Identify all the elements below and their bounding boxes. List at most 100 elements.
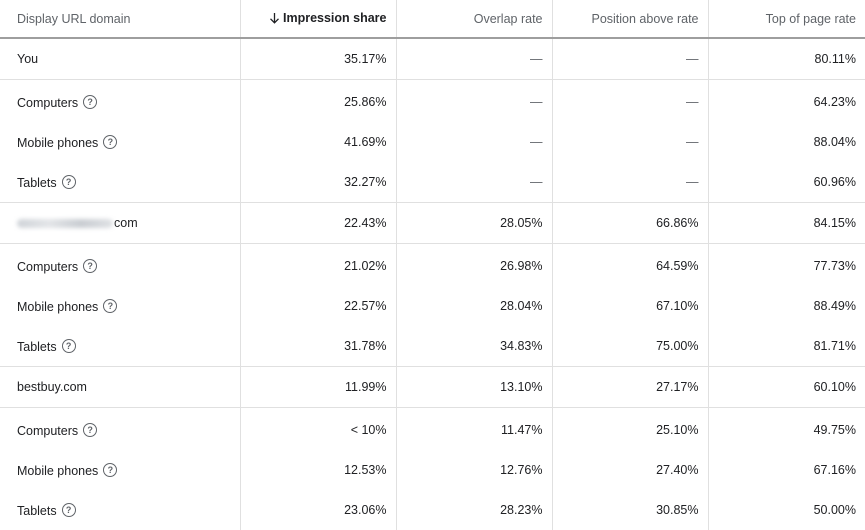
top-of-page-rate-cell: 88.04% <box>813 135 856 149</box>
redacted-domain-blur <box>17 219 113 229</box>
device-breakdown-row: Tablets? 32.27% — —60.96% <box>0 162 865 203</box>
overlap-rate-cell: — <box>396 122 553 162</box>
overlap-rate-cell: — <box>396 79 553 122</box>
overlap-rate-cell: 34.83% <box>396 326 553 367</box>
position-above-rate-cell: 75.00% <box>552 326 709 367</box>
impression-share-cell: 21.02% <box>240 243 397 286</box>
device-label: Computers <box>17 259 79 274</box>
impression-share-cell: 22.57% <box>240 286 397 326</box>
device-label: Mobile phones <box>17 299 99 314</box>
domain-cell: Mobile phones? <box>0 286 241 326</box>
help-circle-icon[interactable]: ? <box>83 94 98 109</box>
impression-share-cell: < 10% <box>240 407 397 450</box>
position-above-rate-cell: 27.40% <box>552 450 709 490</box>
position-above-rate-cell: 64.59% <box>552 243 709 286</box>
device-breakdown-row: Mobile phones? 41.69% — —88.04% <box>0 122 865 162</box>
overlap-rate-cell: 28.04% <box>396 286 553 326</box>
column-header-position-above-rate[interactable]: Position above rate <box>552 0 709 39</box>
table-row: com 22.43% 28.05% 66.86% 84.15% <box>0 202 865 244</box>
domain-cell: Tablets? <box>0 490 241 530</box>
device-label: Tablets <box>17 175 57 190</box>
impression-share-cell: 12.53% <box>240 450 397 490</box>
top-of-page-rate-cell: 80.11% <box>708 38 865 80</box>
device-label: Tablets <box>17 339 57 354</box>
position-above-rate-cell: — <box>552 38 709 80</box>
top-of-page-rate-cell: 50.00% <box>813 503 856 517</box>
domain-cell: Computers? <box>0 243 241 286</box>
impression-share-cell: 25.86% <box>240 79 397 122</box>
overlap-rate-cell: — <box>396 38 553 80</box>
top-of-page-rate-cell: 60.10% <box>708 366 865 408</box>
device-label: Mobile phones <box>17 135 99 150</box>
column-header-impression-share[interactable]: Impression share <box>240 0 397 39</box>
column-header-label: Impression share <box>282 10 387 25</box>
column-header-label: Position above rate <box>591 11 699 26</box>
overlap-rate-cell: 11.47% <box>396 407 553 450</box>
device-label: Computers <box>17 95 79 110</box>
top-of-page-rate-cell: 77.73% <box>813 259 856 273</box>
help-circle-icon[interactable]: ? <box>103 298 118 313</box>
impression-share-cell: 41.69% <box>240 122 397 162</box>
table-body: You 35.17% — —80.11% Computers? 25.86% — —64.23… <box>0 38 865 530</box>
domain-cell: Computers? <box>0 79 241 122</box>
column-header-display-url-domain[interactable]: Display URL domain <box>0 0 241 39</box>
top-of-page-rate-cell: 49.75% <box>813 423 856 437</box>
impression-share-cell: 31.78% <box>240 326 397 367</box>
top-of-page-rate-cell: 88.49% <box>813 299 856 313</box>
impression-share-cell: 22.43% <box>240 202 397 244</box>
help-circle-icon[interactable]: ? <box>61 174 76 189</box>
help-circle-icon[interactable]: ? <box>103 134 118 149</box>
position-above-rate-cell: 30.85% <box>552 490 709 530</box>
help-circle-icon[interactable]: ? <box>61 338 76 353</box>
position-above-rate-cell: 66.86% <box>552 202 709 244</box>
top-of-page-rate-cell: 84.15% <box>708 202 865 244</box>
domain-cell: Computers? <box>0 407 241 450</box>
position-above-rate-cell: — <box>552 122 709 162</box>
domain-cell: com <box>0 202 241 244</box>
domain-label: You <box>17 52 39 66</box>
position-above-rate-cell: — <box>552 162 709 203</box>
impression-share-cell: 35.17% <box>240 38 397 80</box>
column-header-label: Display URL domain <box>17 11 131 26</box>
help-circle-icon[interactable]: ? <box>83 422 98 437</box>
top-of-page-rate-cell: 67.16% <box>813 463 856 477</box>
device-label: Mobile phones <box>17 463 99 478</box>
domain-label: bestbuy.com <box>17 380 87 394</box>
arrow-down-icon[interactable] <box>269 12 280 27</box>
domain-cell: Tablets? <box>0 326 241 367</box>
domain-cell: Mobile phones? <box>0 450 241 490</box>
column-header-top-of-page-rate[interactable]: Top of page rate <box>708 0 865 39</box>
device-breakdown-row: Mobile phones? 12.53% 12.76% 27.40% 67.16% <box>0 450 865 490</box>
column-header-overlap-rate[interactable]: Overlap rate <box>396 0 553 39</box>
device-breakdown-row: Computers? 25.86% — —64.23% <box>0 79 865 122</box>
help-circle-icon[interactable]: ? <box>83 258 98 273</box>
device-breakdown-row: Computers? 21.02% 26.98% 64.59% 77.73% <box>0 243 865 286</box>
top-of-page-rate-cell: 64.23% <box>813 95 856 109</box>
overlap-rate-cell: 12.76% <box>396 450 553 490</box>
device-breakdown-row: Tablets? 31.78% 34.83% 75.00% 81.71% <box>0 326 865 367</box>
table-row: bestbuy.com 11.99% 13.10% 27.17% 60.10% <box>0 366 865 408</box>
overlap-rate-cell: 26.98% <box>396 243 553 286</box>
column-header-label: Top of page rate <box>765 11 856 26</box>
position-above-rate-cell: — <box>552 79 709 122</box>
table-row: You 35.17% — —80.11% <box>0 38 865 80</box>
domain-cell: Tablets? <box>0 162 241 203</box>
top-of-page-rate-cell: 81.71% <box>708 326 865 367</box>
domain-cell: Mobile phones? <box>0 122 241 162</box>
device-breakdown-row: Tablets? 23.06% 28.23% 30.85% 50.00% <box>0 490 865 530</box>
position-above-rate-cell: 27.17% <box>552 366 709 408</box>
help-circle-icon[interactable]: ? <box>103 462 118 477</box>
column-header-label: Overlap rate <box>473 11 543 26</box>
help-circle-icon[interactable]: ? <box>61 502 76 517</box>
header-row: Display URL domain Impression share Over… <box>0 0 865 39</box>
position-above-rate-cell: 25.10% <box>552 407 709 450</box>
overlap-rate-cell: 28.23% <box>396 490 553 530</box>
domain-label: com <box>114 216 138 230</box>
domain-cell: bestbuy.com <box>0 366 241 408</box>
device-label: Tablets <box>17 503 57 518</box>
position-above-rate-cell: 67.10% <box>552 286 709 326</box>
impression-share-cell: 23.06% <box>240 490 397 530</box>
impression-share-cell: 11.99% <box>240 366 397 408</box>
device-breakdown-row: Mobile phones? 22.57% 28.04% 67.10% 88.49% <box>0 286 865 326</box>
